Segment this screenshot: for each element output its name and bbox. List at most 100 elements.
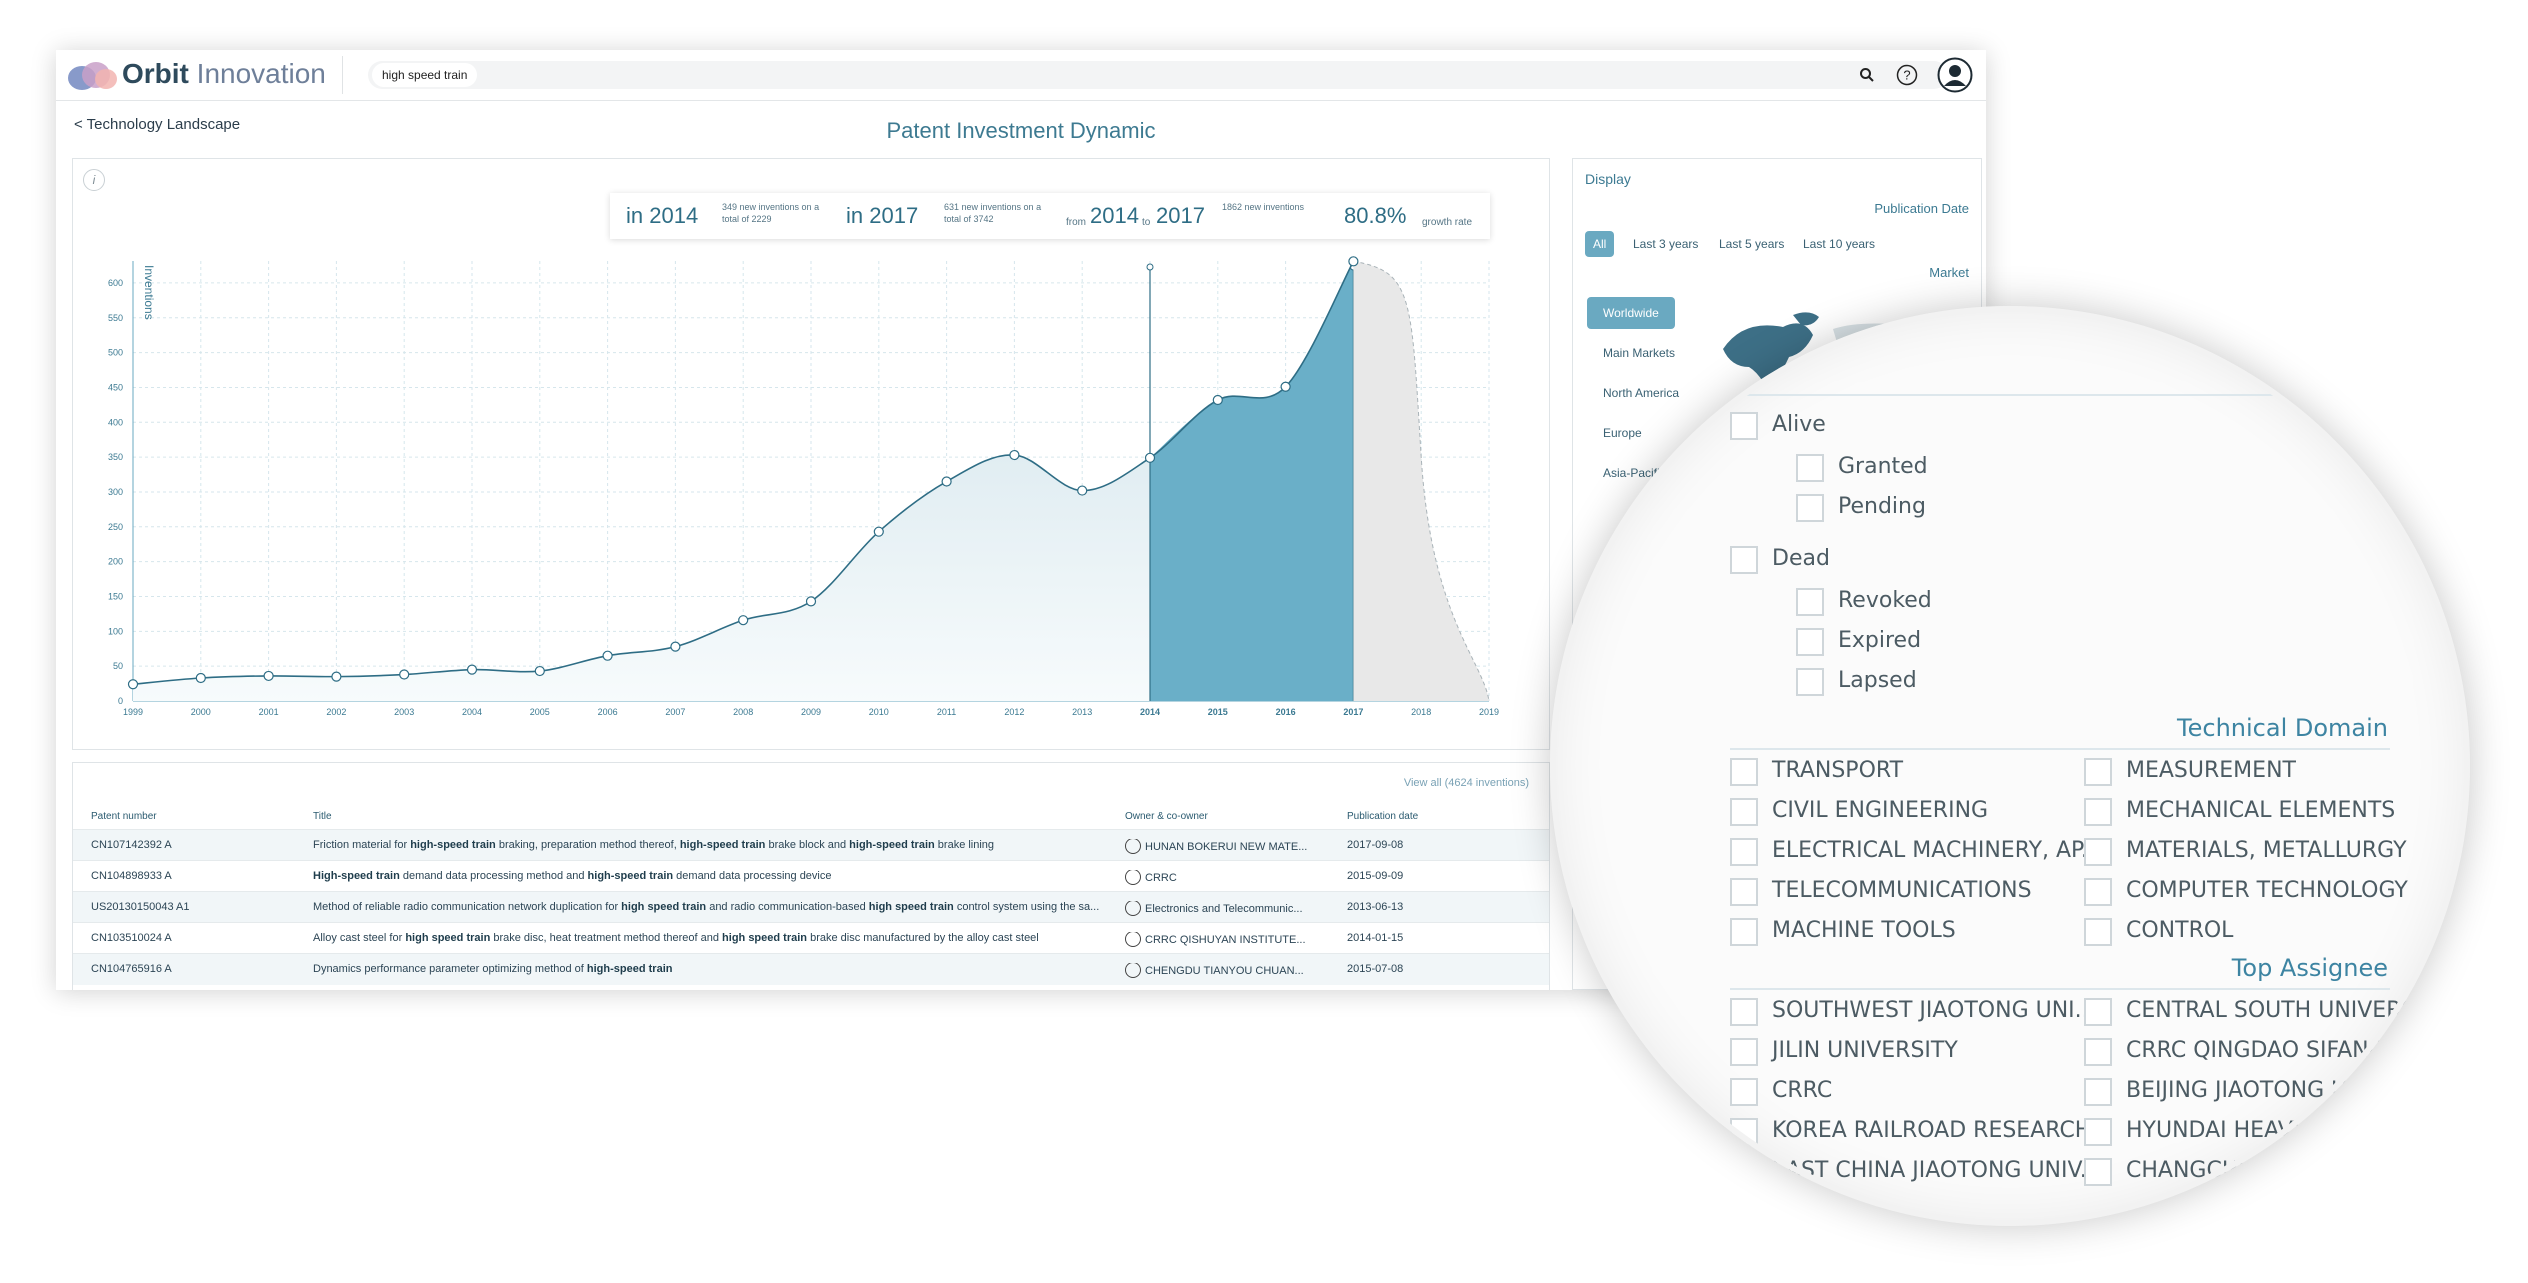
assignee-checkbox[interactable] <box>2084 1158 2112 1186</box>
x-tick-label: 2018 <box>1411 707 1431 717</box>
y-tick-label: 450 <box>108 382 123 392</box>
table-row[interactable]: CN104898933 AHigh-speed train demand dat… <box>73 860 1549 892</box>
title-text: Dynamics performance parameter optimizin… <box>313 963 587 975</box>
assignee-checkbox[interactable] <box>2084 1078 2112 1106</box>
highlight-start-handle <box>1147 264 1153 270</box>
revoked-checkbox[interactable] <box>1796 588 1824 616</box>
title-text: brake disc manufactured by the alloy cas… <box>807 932 1039 944</box>
title-keyword: high speed train <box>869 901 954 913</box>
data-point <box>1146 453 1155 462</box>
highlight-area <box>1150 261 1353 701</box>
view-all-link[interactable]: View all (4624 inventions) <box>1404 777 1529 789</box>
tech-domain-checkbox[interactable] <box>1730 878 1758 906</box>
search-bar[interactable] <box>368 61 1948 89</box>
y-tick-label: 600 <box>108 278 123 288</box>
lapsed-checkbox[interactable] <box>1796 668 1824 696</box>
patent-number-cell[interactable]: CN104765916 A <box>91 963 291 975</box>
date-filter-all[interactable]: All <box>1585 231 1614 257</box>
orbit-logo-icon <box>66 58 118 92</box>
owner-cell: HUNAN BOKERUI NEW MATE... <box>1125 839 1325 855</box>
x-tick-label: 1999 <box>123 707 143 717</box>
x-tick-label: 2019 <box>1479 707 1499 717</box>
table-row[interactable]: CN103510024 AAlloy cast steel for high s… <box>73 922 1549 954</box>
tech-domain-label: CIVIL ENGINEERING <box>1772 798 1988 823</box>
assignee-checkbox[interactable] <box>1730 1078 1758 1106</box>
date-filter-5y[interactable]: Last 5 years <box>1711 231 1792 257</box>
patent-number-cell[interactable]: US20130150043 A1 <box>91 901 291 913</box>
stat-growth-value: 80.8% <box>1344 203 1406 229</box>
owner-cell: CHENGDU TIANYOU CHUAN... <box>1125 963 1325 979</box>
granted-checkbox[interactable] <box>1796 454 1824 482</box>
tech-domain-checkbox[interactable] <box>2084 758 2112 786</box>
tech-domain-checkbox[interactable] <box>2084 918 2112 946</box>
patent-number-cell[interactable]: CN104898933 A <box>91 870 291 882</box>
assignee-label: CENTRAL SOUTH UNIVERSITY <box>2126 998 2449 1023</box>
alive-checkbox[interactable] <box>1730 412 1758 440</box>
owner-cell: Electronics and Telecommunic... <box>1125 901 1325 917</box>
investment-chart: 0501001502002503003504004505005506001999… <box>73 159 1549 719</box>
assignee-checkbox[interactable] <box>1730 998 1758 1026</box>
expired-checkbox[interactable] <box>1796 628 1824 656</box>
data-point <box>535 667 544 676</box>
help-icon[interactable]: ? <box>1894 62 1920 88</box>
tech-domain-label: CONTROL <box>2126 918 2233 943</box>
date-filter-3y[interactable]: Last 3 years <box>1625 231 1706 257</box>
x-tick-label: 2017 <box>1343 707 1363 717</box>
col-owner[interactable]: Owner & co-owner <box>1125 811 1208 822</box>
title-text: Friction material for <box>313 839 410 851</box>
x-tick-label: 2002 <box>326 707 346 717</box>
chart-card: i 05010015020025030035040045050055060019… <box>72 158 1550 750</box>
publication-date-cell: 2014-01-15 <box>1347 932 1487 944</box>
data-point <box>1281 382 1290 391</box>
data-point <box>1010 451 1019 460</box>
tech-domain-label: COMPUTER TECHNOLOGY <box>2126 878 2408 903</box>
top-assignee-divider <box>1730 988 2390 990</box>
data-point <box>468 665 477 674</box>
data-point <box>332 672 341 681</box>
table-row[interactable]: CN104765916 A Dynamics performance parame… <box>73 953 1549 985</box>
date-filter-10y[interactable]: Last 10 years <box>1795 231 1883 257</box>
title-cell: Friction material for high-speed train b… <box>313 839 1103 851</box>
data-point <box>807 597 816 606</box>
tech-domain-label: MACHINE TOOLS <box>1772 918 1956 943</box>
pending-checkbox[interactable] <box>1796 494 1824 522</box>
assignee-checkbox[interactable] <box>2084 998 2112 1026</box>
tech-domain-checkbox[interactable] <box>2084 838 2112 866</box>
technical-domain-divider <box>1730 748 2390 750</box>
x-tick-label: 2003 <box>394 707 414 717</box>
stat-from-year: 2014 <box>1090 203 1139 229</box>
tech-domain-checkbox[interactable] <box>1730 758 1758 786</box>
assignee-checkbox[interactable] <box>1730 1038 1758 1066</box>
table-row[interactable]: CN107142392 A Friction material for high-… <box>73 829 1549 861</box>
assignee-label: HYUNDAI HEAVY INDU <box>2126 1118 2369 1143</box>
title-text: braking, preparation method thereof, <box>496 839 680 851</box>
table-row[interactable]: US20130150043 A1Method of reliable radio… <box>73 891 1549 923</box>
col-publication-date[interactable]: Publication date <box>1347 811 1418 822</box>
x-tick-label: 2009 <box>801 707 821 717</box>
title-text: brake lining <box>935 839 994 851</box>
assignee-checkbox[interactable] <box>2084 1038 2112 1066</box>
patent-number-cell[interactable]: CN107142392 A <box>91 839 291 851</box>
assignee-checkbox[interactable] <box>1730 1158 1758 1186</box>
tech-domain-checkbox[interactable] <box>2084 798 2112 826</box>
patent-number-cell[interactable]: CN103510024 A <box>91 932 291 944</box>
tech-domain-checkbox[interactable] <box>1730 918 1758 946</box>
data-point <box>1349 257 1358 266</box>
title-text: brake disc, heat treatment method thereo… <box>490 932 722 944</box>
search-icon[interactable] <box>1854 62 1880 88</box>
publication-date-label: Publication Date <box>1874 201 1969 216</box>
tech-domain-checkbox[interactable] <box>2084 878 2112 906</box>
x-tick-label: 2001 <box>259 707 279 717</box>
owner-name: CRRC QISHUYAN INSTITUTE... <box>1145 934 1306 946</box>
col-title[interactable]: Title <box>313 811 332 822</box>
tech-domain-checkbox[interactable] <box>1730 838 1758 866</box>
magnifier-lens: Alive Granted Pending Dead Revoked Expir… <box>1550 306 2470 1226</box>
dead-checkbox[interactable] <box>1730 546 1758 574</box>
user-avatar-icon[interactable] <box>1936 56 1974 94</box>
assignee-checkbox[interactable] <box>2084 1118 2112 1146</box>
col-patent-number[interactable]: Patent number <box>91 811 157 822</box>
y-tick-label: 350 <box>108 452 123 462</box>
tech-domain-checkbox[interactable] <box>1730 798 1758 826</box>
search-query-chip[interactable]: high speed train <box>372 63 477 87</box>
assignee-checkbox[interactable] <box>1730 1118 1758 1146</box>
